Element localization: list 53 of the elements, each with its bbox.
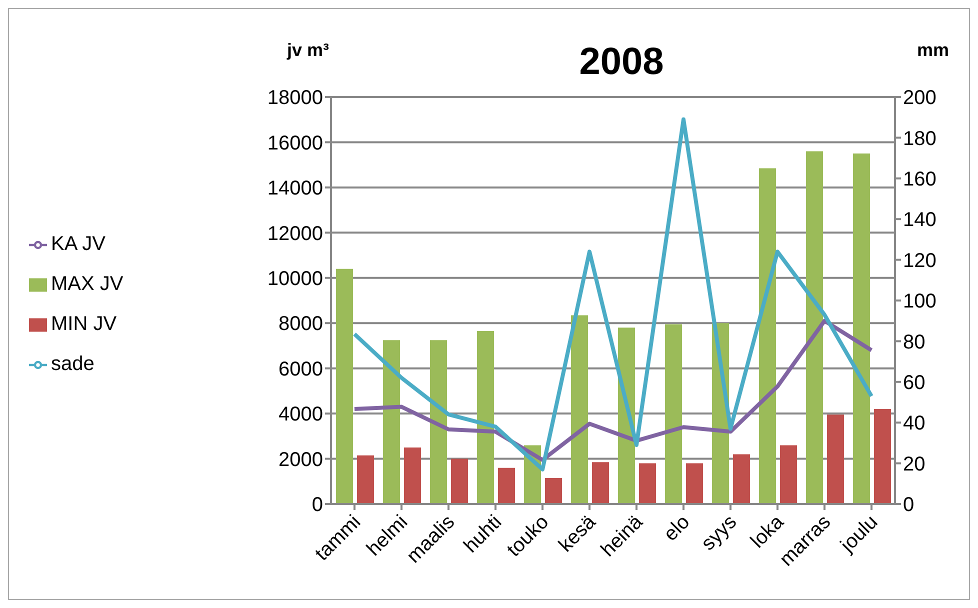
x-tick-label: syys <box>697 511 742 555</box>
bar <box>780 445 797 504</box>
y-tick-label: 6000 <box>278 358 323 380</box>
y2-tick-label: 140 <box>903 209 936 232</box>
legend-label: MIN JV <box>51 313 117 335</box>
y2-axis-title: mm <box>917 40 950 60</box>
bar <box>357 455 374 504</box>
y-tick-label: 16000 <box>267 132 323 154</box>
bar <box>806 151 823 504</box>
y-tick-label: 2000 <box>278 448 323 471</box>
chart-title: 2008 <box>579 41 664 83</box>
bar <box>383 340 400 504</box>
y2-tick-label: 100 <box>903 290 936 313</box>
bar <box>498 468 515 504</box>
y-tick-label: 18000 <box>267 87 323 110</box>
bar <box>545 478 562 504</box>
bar <box>874 409 891 504</box>
bar <box>571 315 588 504</box>
legend-label: MAX JV <box>51 273 124 295</box>
bar <box>827 414 844 504</box>
y-tick-label: 4000 <box>278 404 323 426</box>
bar <box>430 340 447 504</box>
y-tick-label: 10000 <box>267 268 323 290</box>
line-series <box>352 318 874 462</box>
y-tick-label: 14000 <box>267 178 323 200</box>
y-axis-title: jv m³ <box>286 40 329 60</box>
y2-tick-label: 180 <box>903 128 936 150</box>
y2-tick-label: 160 <box>903 168 936 190</box>
bar <box>336 268 353 504</box>
bar <box>639 463 656 504</box>
y2-tick-label: 40 <box>903 412 926 435</box>
x-tick-label: elo <box>660 511 694 546</box>
y-tick-label: 12000 <box>267 222 323 245</box>
legend-label: sade <box>51 353 94 375</box>
y2-tick-label: 120 <box>903 250 936 272</box>
line-series <box>352 117 874 472</box>
y2-tick-label: 0 <box>903 494 914 516</box>
y2-tick-label: 20 <box>903 453 926 476</box>
bar <box>592 462 609 504</box>
legend-label: KA JV <box>51 233 106 255</box>
y-tick-label: 0 <box>312 494 323 516</box>
bar <box>477 331 494 504</box>
bar <box>404 447 421 504</box>
bar <box>853 154 870 504</box>
bar <box>665 324 682 504</box>
bar <box>759 168 776 504</box>
y-tick-label: 8000 <box>278 313 323 336</box>
y2-tick-label: 60 <box>903 372 926 394</box>
y2-tick-label: 80 <box>903 331 926 354</box>
y2-tick-label: 200 <box>903 87 936 110</box>
bar <box>733 454 750 504</box>
bar <box>686 463 703 504</box>
bar <box>451 458 468 504</box>
